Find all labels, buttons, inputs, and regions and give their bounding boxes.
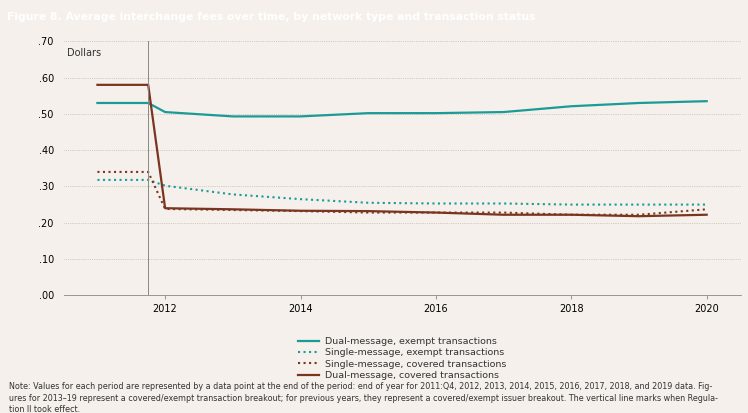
Text: ures for 2013–19 represent a covered/exempt transaction breakout; for previous y: ures for 2013–19 represent a covered/exe…	[9, 394, 718, 403]
Text: tion II took effect.: tion II took effect.	[9, 405, 80, 413]
Text: Dollars: Dollars	[67, 47, 101, 58]
Text: Figure 8. Average interchange fees over time, by network type and transaction st: Figure 8. Average interchange fees over …	[7, 12, 536, 22]
Text: Note: Values for each period are represented by a data point at the end of the p: Note: Values for each period are represe…	[9, 382, 712, 391]
Legend: Dual-message, exempt transactions, Single-message, exempt transactions, Single-m: Dual-message, exempt transactions, Singl…	[295, 333, 509, 384]
